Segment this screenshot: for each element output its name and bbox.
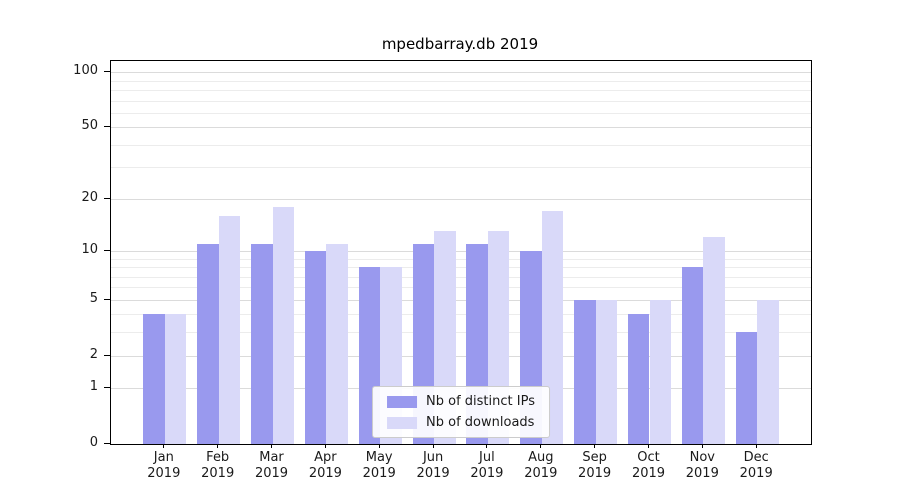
- gridline: [111, 89, 811, 91]
- legend-label: Nb of distinct IPs: [426, 394, 535, 409]
- x-tick-month: Dec: [743, 450, 769, 465]
- legend: Nb of distinct IPs Nb of downloads: [372, 386, 550, 438]
- x-tick-label: May 2019: [349, 450, 409, 482]
- x-tick-label: Jan 2019: [134, 450, 194, 482]
- x-tick-label: Oct 2019: [619, 450, 679, 482]
- x-tick-month: Jan: [153, 450, 174, 465]
- x-tick-year: 2019: [147, 466, 181, 481]
- gridline: [111, 287, 811, 289]
- bar: [595, 299, 618, 444]
- gridline: [111, 167, 811, 169]
- x-tick-year: 2019: [362, 466, 396, 481]
- x-tick-year: 2019: [308, 466, 342, 481]
- x-tick-month: Sep: [582, 450, 607, 465]
- bar: [735, 332, 758, 444]
- bar: [143, 314, 165, 444]
- x-tick-label: Mar 2019: [242, 450, 302, 482]
- legend-swatch-downloads: [387, 416, 418, 429]
- bar: [197, 243, 219, 444]
- y-tick-label: 50: [81, 118, 98, 134]
- bar: [304, 250, 327, 444]
- bar: [681, 267, 704, 444]
- chart-title: mpedbarray.db 2019: [381, 35, 539, 53]
- gridline: [111, 198, 811, 200]
- bar: [627, 314, 650, 444]
- gridline: [111, 332, 811, 334]
- x-tick-month: Jun: [422, 450, 444, 465]
- x-tick-year: 2019: [631, 466, 666, 481]
- x-tick-label: Jul 2019: [457, 450, 517, 482]
- x-tick-year: 2019: [254, 466, 289, 481]
- y-tick-label: 5: [89, 290, 98, 306]
- x-tick-month: Oct: [637, 450, 660, 465]
- x-tick-month: Feb: [206, 450, 230, 465]
- gridline: [111, 258, 811, 260]
- x-tick-month: Nov: [689, 450, 715, 465]
- x-tick-year: 2019: [524, 466, 558, 481]
- x-tick-label: Aug 2019: [511, 450, 571, 482]
- gridline: [111, 127, 811, 129]
- x-tick-label: Jun 2019: [403, 450, 463, 482]
- x-tick-month: Aug: [528, 450, 554, 465]
- bar: [574, 299, 596, 444]
- gridline: [111, 276, 811, 278]
- gridline: [111, 355, 811, 357]
- gridline: [111, 72, 811, 74]
- bar: [218, 215, 241, 444]
- bar: [649, 299, 671, 444]
- x-tick-label: Sep 2019: [565, 450, 625, 482]
- x-tick-month: Jul: [479, 450, 495, 465]
- gridline: [111, 112, 811, 114]
- x-tick-year: 2019: [201, 466, 235, 481]
- y-tick-label: 100: [73, 63, 98, 79]
- bar: [757, 299, 779, 444]
- x-tick-year: 2019: [739, 466, 773, 481]
- bar: [541, 211, 564, 444]
- x-tick-month: Apr: [314, 450, 337, 465]
- legend-label: Nb of downloads: [426, 415, 535, 430]
- x-tick-year: 2019: [470, 466, 504, 481]
- bar: [272, 206, 294, 444]
- plot-area: Nb of distinct IPs Nb of downloads: [110, 60, 812, 445]
- gridline: [111, 314, 811, 316]
- x-tick-label: Dec 2019: [726, 450, 786, 482]
- gridline: [111, 299, 811, 301]
- y-tick-label: 1: [89, 379, 98, 395]
- y-tick-label: 2: [89, 346, 98, 362]
- y-tick-label: 10: [81, 241, 98, 257]
- legend-item: Nb of downloads: [387, 415, 535, 430]
- x-tick-label: Apr 2019: [295, 450, 355, 482]
- bar: [703, 237, 725, 444]
- gridline: [111, 144, 811, 146]
- gridline: [111, 100, 811, 102]
- gridline: [111, 250, 811, 252]
- x-tick-year: 2019: [578, 466, 612, 481]
- x-tick-label: Nov 2019: [672, 450, 732, 482]
- y-tick-label: 0: [89, 435, 98, 450]
- bar: [326, 243, 348, 444]
- gridline: [111, 267, 811, 268]
- x-tick-year: 2019: [685, 466, 719, 481]
- x-tick-year: 2019: [416, 466, 450, 481]
- legend-swatch-distinct-ips: [387, 395, 418, 408]
- x-tick-month: Mar: [259, 450, 284, 465]
- legend-item: Nb of distinct IPs: [387, 394, 535, 409]
- gridline: [111, 80, 811, 82]
- x-tick-label: Feb 2019: [188, 450, 248, 482]
- bar: [164, 314, 187, 444]
- x-tick-month: May: [365, 450, 393, 465]
- y-tick-label: 20: [81, 189, 98, 205]
- bar: [251, 243, 273, 444]
